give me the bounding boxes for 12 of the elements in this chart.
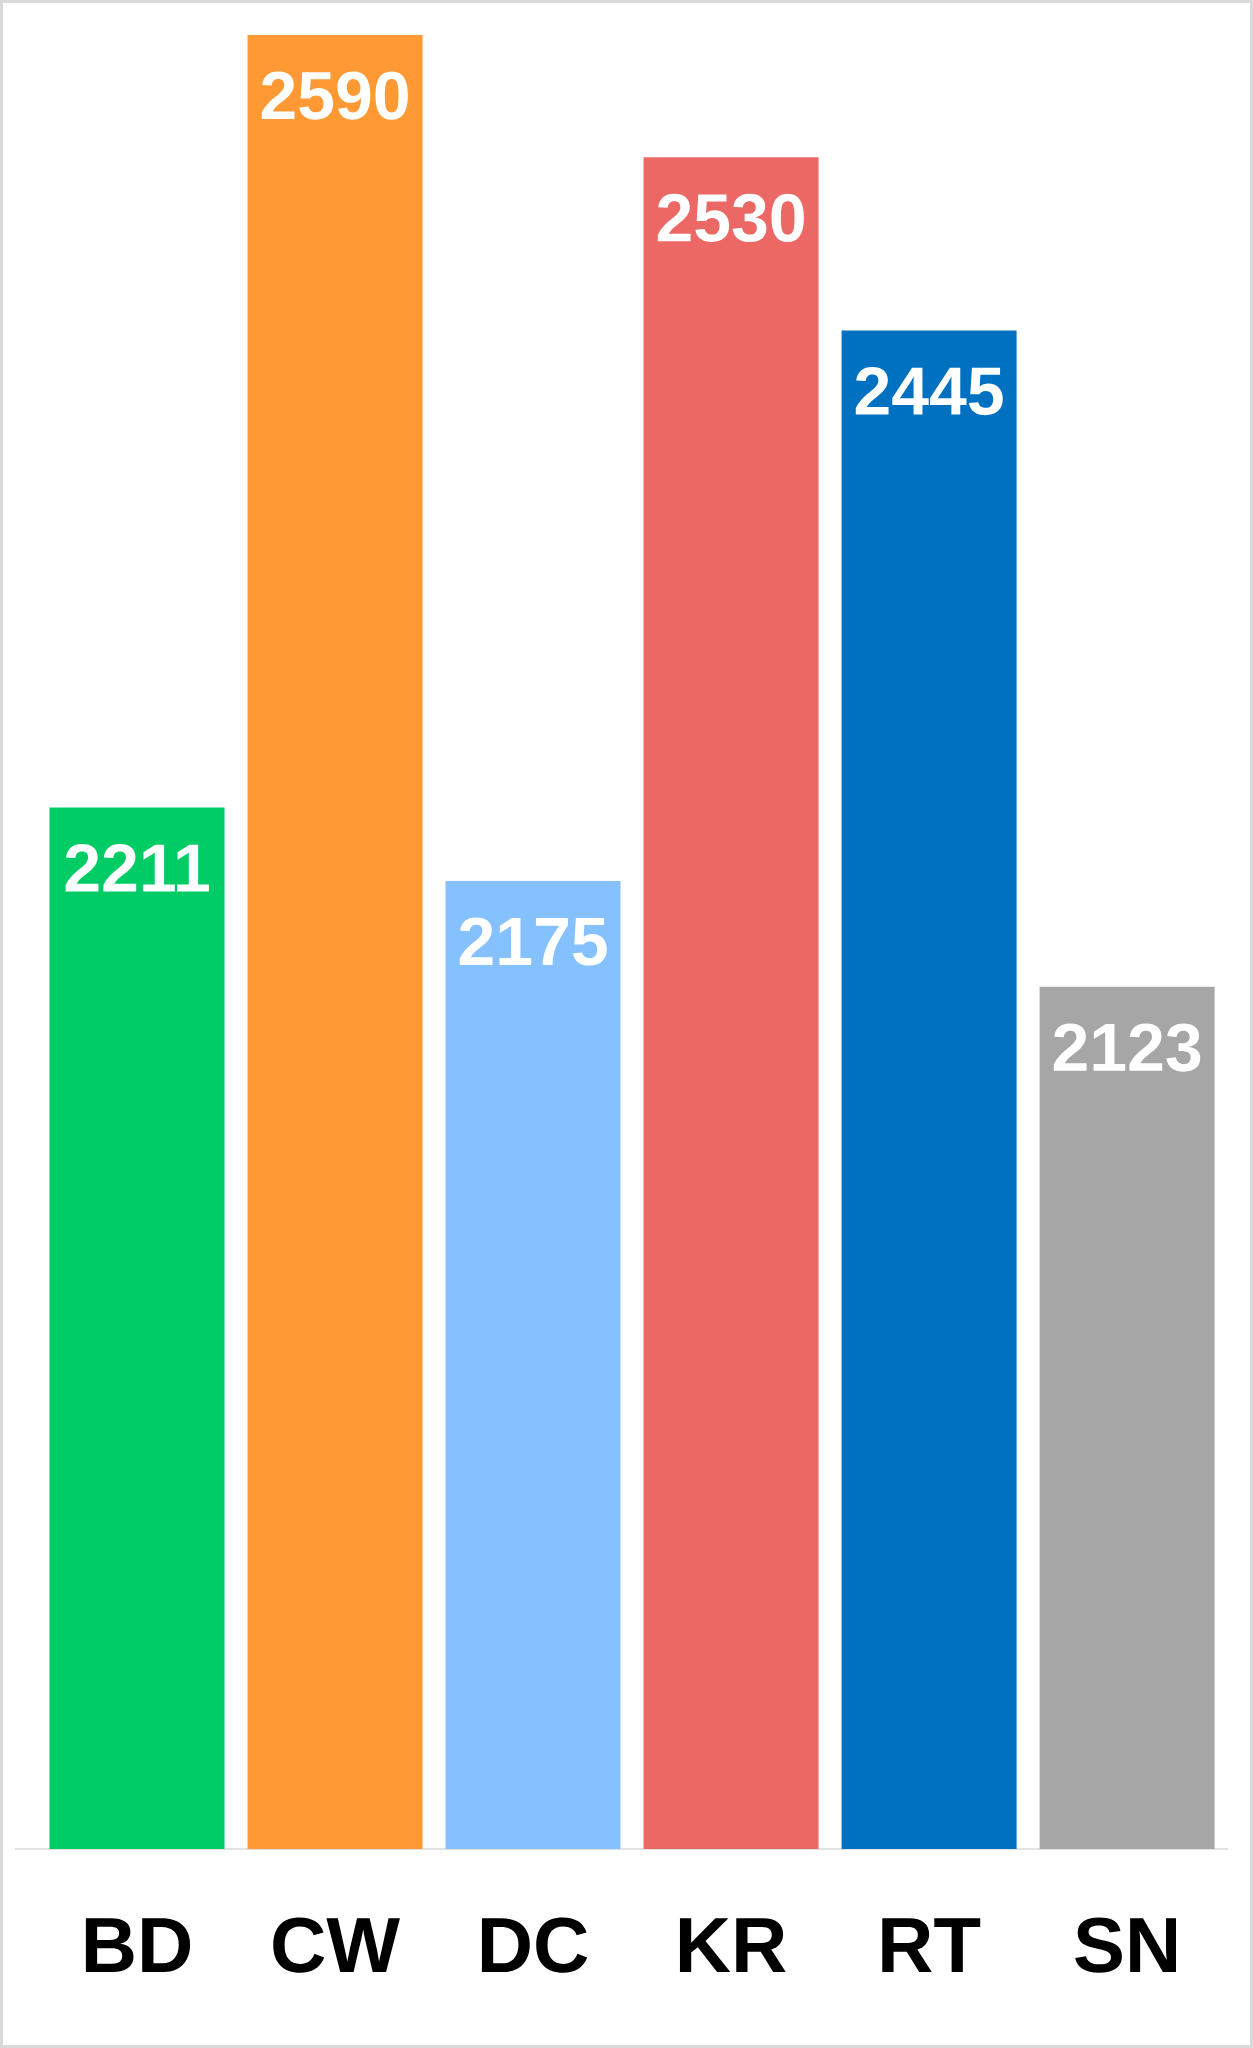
data-label: 2530 — [657, 193, 804, 243]
x-tick-label: CW — [273, 1917, 400, 1973]
data-label: 2211 — [65, 844, 209, 892]
x-tick-label: SN — [1075, 1917, 1177, 1973]
x-tick-label: BD — [85, 1918, 191, 1972]
x-tick-label: RT — [882, 1918, 981, 1972]
x-tick-label: DC — [481, 1917, 588, 1973]
x-tick-label: KR — [679, 1918, 786, 1972]
data-label: 2123 — [1053, 1023, 1201, 1072]
data-label: 2175 — [459, 917, 607, 966]
data-label: 2590 — [261, 71, 408, 120]
data-label: 2445 — [855, 367, 1003, 416]
